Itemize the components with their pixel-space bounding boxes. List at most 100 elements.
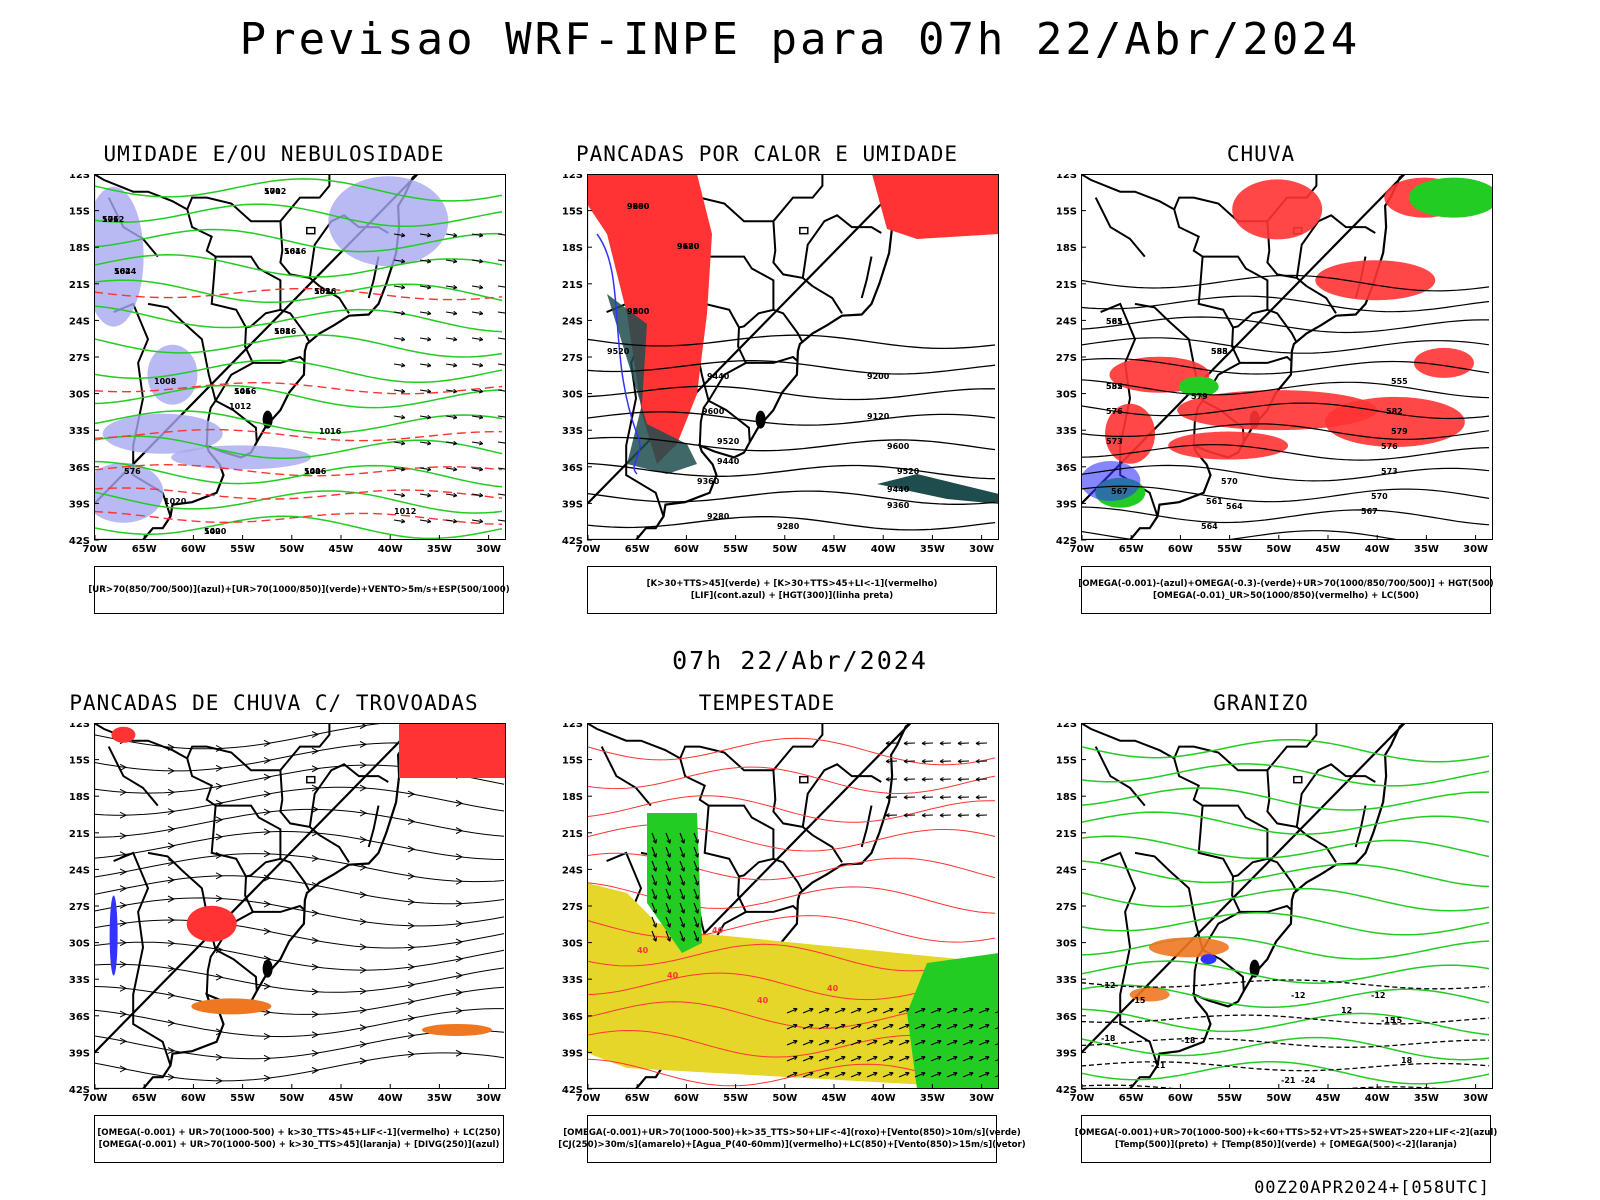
streamline-arrow <box>215 1053 224 1061</box>
wind-vector <box>898 1072 910 1078</box>
omega-500-area <box>1129 987 1170 1002</box>
wind-vector-head <box>478 258 484 264</box>
wind-vector <box>834 1024 846 1030</box>
panel-chuva: CHUVA 5855855825795765735705675645615585… <box>1011 142 1511 646</box>
temp-850-contour <box>1081 763 1490 787</box>
wind-vector <box>679 916 685 928</box>
lat-tick-label: 15S <box>69 207 90 218</box>
contour-label: 564 <box>1226 502 1243 511</box>
wind-vector <box>445 337 457 341</box>
wind-vector <box>497 467 506 470</box>
wind-vector <box>419 389 431 393</box>
wind-vector <box>978 1056 990 1062</box>
wind-vector-head <box>666 853 671 858</box>
wind-vector-head <box>809 1055 814 1061</box>
wind-vector <box>665 874 671 886</box>
moist-area <box>877 474 999 504</box>
wind-vector-head <box>426 466 432 472</box>
contour-label: 564 <box>1201 522 1218 531</box>
wind-vector <box>994 1074 999 1078</box>
wind-vector <box>445 467 457 471</box>
streamline-arrow <box>119 960 128 968</box>
wind-vector-head <box>426 388 432 394</box>
heavy-rain-area <box>1408 177 1493 218</box>
wind-vector-head <box>825 1039 830 1045</box>
wind-vector <box>679 860 685 872</box>
panel-legend: [OMEGA(-0.001) + UR>70(1000-500) + k>30_… <box>94 1115 504 1163</box>
streamline-arrow <box>407 898 416 906</box>
wind-vector <box>679 846 685 858</box>
border-line <box>745 355 798 364</box>
lon-tick-label: 60W <box>674 544 699 555</box>
wind-vector-head <box>969 1007 974 1013</box>
wind-vector <box>914 1056 926 1062</box>
wind-vector-head <box>903 776 908 782</box>
federal-district <box>799 226 809 235</box>
wind-vector <box>393 519 405 523</box>
wind-vector-head <box>652 867 657 872</box>
wind-vector-head <box>809 1039 814 1045</box>
temp-500-contour <box>1081 1084 1450 1089</box>
wind-vector-head <box>939 776 944 782</box>
wind-vector-head <box>975 776 980 782</box>
lon-tick-label: 65W <box>132 1093 157 1104</box>
wind-vector-head <box>969 1071 974 1077</box>
lat-tick-label: 36S <box>69 463 90 474</box>
wind-vector-head <box>426 310 432 316</box>
contour-label: 9440 <box>717 457 740 466</box>
border-line <box>1306 285 1337 314</box>
wind-vector-head <box>452 518 458 524</box>
temp-500-contour <box>1081 1061 1490 1072</box>
temp-850-contour <box>1081 887 1490 912</box>
wind-vector-head <box>478 388 484 394</box>
precipitation-area <box>1324 396 1465 447</box>
wind-vector-head <box>889 1071 894 1077</box>
lon-tick-label: 55W <box>1217 544 1242 555</box>
forecast-time-label: 07h 22/Abr/2024 <box>672 646 928 675</box>
lat-tick-label: 30S <box>1056 390 1077 401</box>
streamline-arrow <box>167 939 176 947</box>
wind-vector <box>679 832 685 844</box>
streamline-arrow <box>359 943 368 951</box>
legend-line-2: [OMEGA(-0.001) + UR>70(1000-500) + k>30_… <box>98 1140 500 1150</box>
streamline-arrow <box>167 1073 176 1081</box>
lat-tick-label: 39S <box>69 499 90 510</box>
lat-tick-label: 24S <box>562 316 583 327</box>
wind-vector-head <box>975 812 980 818</box>
wind-850-area <box>907 953 999 1089</box>
wind-vector-head <box>400 362 406 368</box>
wind-vector <box>445 233 457 237</box>
temp-850-contour <box>1081 860 1490 888</box>
border-line <box>280 857 311 893</box>
lon-tick-label: 60W <box>674 1093 699 1104</box>
contour-label: 576 <box>124 467 141 476</box>
wind-vector-head <box>452 310 458 316</box>
storm-area <box>111 726 136 743</box>
contour-label: -18 <box>1101 1034 1116 1043</box>
lat-tick-label: 18S <box>69 243 90 254</box>
wind-vector-head <box>957 776 962 782</box>
height-300-contour <box>587 411 996 426</box>
lat-tick-label: 15S <box>69 756 90 767</box>
border-line <box>801 214 882 279</box>
wind-vector-head <box>478 414 484 420</box>
lat-tick-label: 33S <box>69 426 90 437</box>
border-line <box>279 174 331 222</box>
water-vapor-contour <box>587 766 996 795</box>
wind-vector-head <box>957 794 962 800</box>
wind-vector <box>445 493 457 497</box>
border-line <box>107 746 159 807</box>
streamline-arrow <box>263 900 272 908</box>
water-vapor-contour <box>587 915 996 943</box>
lat-tick-label: 18S <box>1056 792 1077 803</box>
border-line <box>1295 214 1376 279</box>
panel-granizo: GRANIZO -12 -12 -12 -15 -15 -18 -18 -21 -21 -24 12… <box>1011 691 1511 1195</box>
temp-500-contour <box>1081 1014 1490 1025</box>
lat-tick-label: 24S <box>562 865 583 876</box>
wind-vector <box>850 1024 862 1030</box>
humidity-low-levels <box>94 334 503 358</box>
lon-tick-label: 30W <box>969 1093 994 1104</box>
federal-district <box>1293 775 1303 784</box>
wind-vector-head <box>985 1007 990 1013</box>
